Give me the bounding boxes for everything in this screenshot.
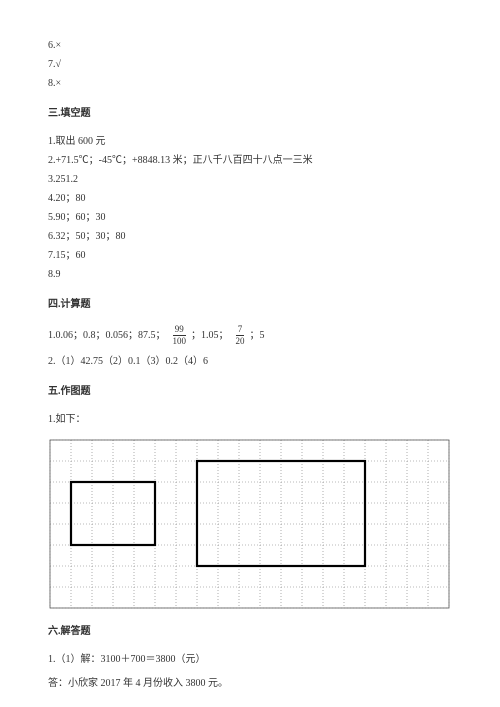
- solve-line-2: 答：小欣家 2017 年 4 月份收入 3800 元。: [48, 676, 452, 692]
- section-heading-fill: 三.填空题: [48, 106, 452, 122]
- calc-line-2: 2.（1）42.75（2）0.1（3）0.2（4）6: [48, 354, 452, 370]
- section-heading-calc: 四.计算题: [48, 297, 452, 313]
- fraction-1: 99 100: [171, 325, 189, 346]
- fill-item: 1.取出 600 元: [48, 134, 452, 150]
- calc-mid: ；1.05；: [191, 328, 229, 344]
- top-item: 8.×: [48, 76, 452, 92]
- fraction-numerator: 7: [236, 325, 245, 336]
- fill-item: 4.20；80: [48, 191, 452, 207]
- fill-item: 7.15；60: [48, 248, 452, 264]
- top-list: 6.× 7.√ 8.×: [48, 38, 452, 92]
- calc-line-1: 1.0.06；0.8；0.056；87.5； 99 100 ；1.05； 7 2…: [48, 325, 452, 346]
- top-item: 6.×: [48, 38, 452, 54]
- top-item: 7.√: [48, 57, 452, 73]
- draw-item: 1.如下：: [48, 412, 452, 428]
- solve-line-1: 1.（1）解：3100＋700＝3800（元）: [48, 652, 452, 668]
- fill-item: 3.251.2: [48, 172, 452, 188]
- fraction-numerator: 99: [173, 325, 186, 336]
- calc-prefix: 1.0.06；0.8；0.056；87.5；: [48, 328, 166, 344]
- section-heading-draw: 五.作图题: [48, 384, 452, 400]
- fill-list: 1.取出 600 元 2.+71.5℃；-45℃；+8848.13 米；正八千八…: [48, 134, 452, 283]
- fill-item: 6.32；50；30；80: [48, 229, 452, 245]
- calc-suffix: ；5: [250, 328, 265, 344]
- grid-svg: [48, 438, 451, 610]
- fill-item: 8.9: [48, 267, 452, 283]
- grid-figure: [48, 438, 454, 610]
- fraction-2: 7 20: [234, 325, 247, 346]
- fill-item: 5.90；60；30: [48, 210, 452, 226]
- fill-item: 2.+71.5℃；-45℃；+8848.13 米；正八千八百四十八点一三米: [48, 153, 452, 169]
- section-heading-solve: 六.解答题: [48, 624, 452, 640]
- fraction-denominator: 100: [171, 336, 189, 346]
- fraction-denominator: 20: [234, 336, 247, 346]
